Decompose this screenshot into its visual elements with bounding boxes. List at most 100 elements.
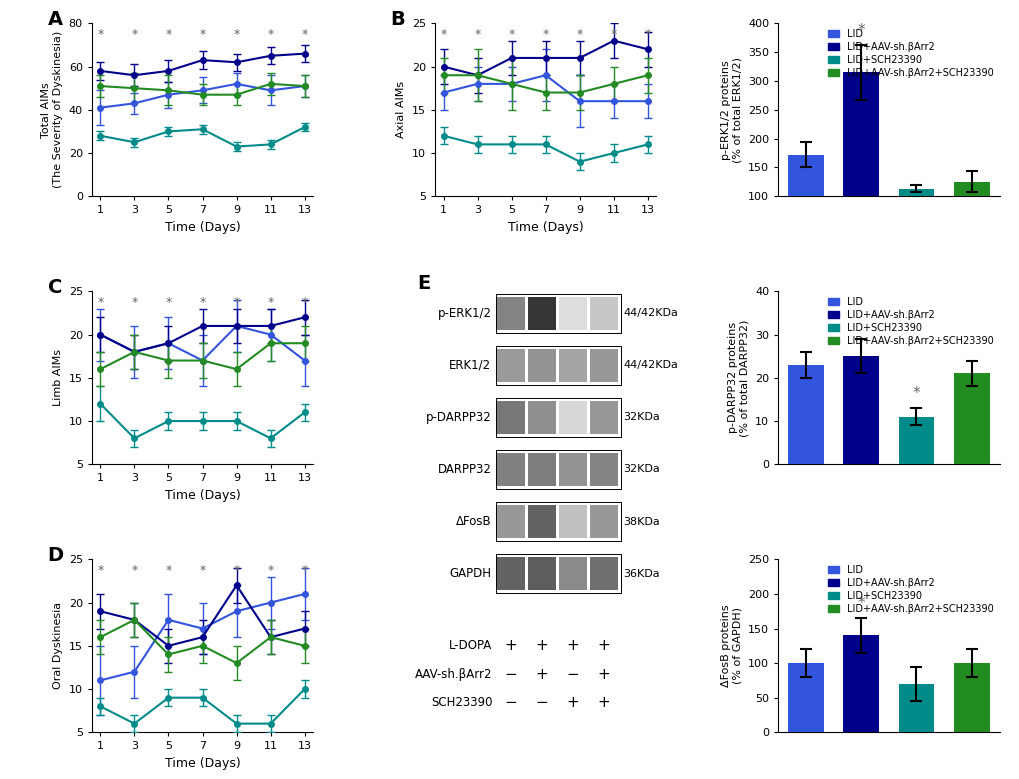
Bar	[496, 453, 524, 486]
Text: D: D	[48, 545, 63, 565]
Text: −: −	[535, 695, 547, 710]
Bar	[495, 502, 621, 541]
Bar	[589, 505, 618, 538]
Bar	[558, 453, 586, 486]
Text: *: *	[131, 564, 138, 576]
Text: ΔFosB: ΔFosB	[455, 515, 491, 528]
Bar	[495, 294, 621, 333]
Bar	[589, 557, 618, 590]
Text: 44/42KDa: 44/42KDa	[623, 308, 678, 319]
Text: *: *	[165, 28, 171, 41]
Legend: LID, LID+AAV-sh.βArr2, LID+SCH23390, LID+AAV-sh.βArr2+SCH23390: LID, LID+AAV-sh.βArr2, LID+SCH23390, LID…	[825, 296, 994, 347]
Text: 36KDa: 36KDa	[623, 569, 659, 579]
Y-axis label: Axial AIMs: Axial AIMs	[396, 81, 406, 139]
Text: +: +	[597, 638, 609, 653]
Text: +: +	[535, 667, 547, 682]
Text: *: *	[857, 23, 864, 37]
Bar	[589, 349, 618, 382]
Text: *: *	[302, 296, 308, 308]
Text: *: *	[440, 28, 446, 41]
Text: *: *	[165, 296, 171, 308]
Text: *: *	[644, 28, 650, 41]
Bar	[843, 636, 878, 732]
Bar	[528, 505, 555, 538]
Text: −: −	[504, 667, 517, 682]
Text: +: +	[504, 638, 517, 653]
Bar	[953, 663, 988, 732]
X-axis label: Time (Days): Time (Days)	[507, 221, 583, 234]
Bar	[843, 72, 878, 254]
Y-axis label: Oral Dyskinesia: Oral Dyskinesia	[53, 602, 63, 689]
Bar	[558, 505, 586, 538]
Text: +: +	[597, 695, 609, 710]
Bar	[528, 297, 555, 330]
Text: *: *	[165, 564, 171, 576]
Bar	[589, 401, 618, 434]
Text: GAPDH: GAPDH	[449, 567, 491, 580]
Text: *: *	[267, 296, 273, 308]
Text: *: *	[97, 296, 103, 308]
Text: *: *	[233, 28, 239, 41]
Y-axis label: p-ERK1/2 proteins
(% of total ERK1/2): p-ERK1/2 proteins (% of total ERK1/2)	[720, 57, 742, 163]
Text: *: *	[233, 296, 239, 308]
Text: +: +	[566, 638, 579, 653]
Text: *: *	[199, 296, 206, 308]
Bar	[589, 297, 618, 330]
Text: +: +	[535, 638, 547, 653]
Bar	[898, 417, 933, 464]
Bar	[528, 349, 555, 382]
Text: *: *	[199, 28, 206, 41]
Bar	[495, 555, 621, 593]
Text: *: *	[267, 564, 273, 576]
Bar	[528, 453, 555, 486]
Y-axis label: p-DARPP32 proteins
(% of total DARPP32): p-DARPP32 proteins (% of total DARPP32)	[728, 319, 749, 436]
Text: *: *	[302, 564, 308, 576]
Text: *: *	[542, 28, 548, 41]
Text: C: C	[48, 277, 62, 297]
Bar	[496, 349, 524, 382]
Text: 32KDa: 32KDa	[623, 464, 659, 474]
Bar	[953, 373, 988, 464]
Text: *: *	[302, 28, 308, 41]
Bar	[589, 453, 618, 486]
Legend: LID, LID+AAV-sh.βArr2, LID+SCH23390, LID+AAV-sh.βArr2+SCH23390: LID, LID+AAV-sh.βArr2, LID+SCH23390, LID…	[825, 564, 994, 615]
Legend: LID, LID+AAV-sh.βArr2, LID+SCH23390, LID+AAV-sh.βArr2+SCH23390: LID, LID+AAV-sh.βArr2, LID+SCH23390, LID…	[825, 28, 994, 79]
Text: *: *	[267, 28, 273, 41]
Text: *: *	[131, 28, 138, 41]
Bar	[496, 297, 524, 330]
Bar	[495, 450, 621, 488]
Text: *: *	[508, 28, 515, 41]
Bar	[788, 663, 823, 732]
Text: *: *	[576, 28, 582, 41]
Text: *: *	[131, 296, 138, 308]
Text: +: +	[566, 695, 579, 710]
Text: L-DOPA: L-DOPA	[449, 639, 492, 652]
Bar	[898, 684, 933, 732]
Text: *: *	[97, 564, 103, 576]
Text: *: *	[97, 28, 103, 41]
Bar	[528, 401, 555, 434]
Y-axis label: Limb AIMs: Limb AIMs	[53, 349, 63, 407]
Text: *: *	[610, 28, 616, 41]
Text: *: *	[199, 564, 206, 576]
Text: B: B	[390, 9, 406, 29]
Text: −: −	[566, 667, 579, 682]
Bar	[495, 346, 621, 385]
Text: *: *	[912, 386, 919, 401]
Bar	[953, 182, 988, 254]
Text: SCH23390: SCH23390	[431, 696, 492, 709]
X-axis label: Time (Days): Time (Days)	[164, 489, 240, 502]
Bar	[558, 297, 586, 330]
Text: p-DARPP32: p-DARPP32	[425, 411, 491, 424]
Y-axis label: Total AIMs
(The Severity of Dyskinesia): Total AIMs (The Severity of Dyskinesia)	[42, 31, 63, 189]
X-axis label: Time (Days): Time (Days)	[164, 757, 240, 770]
Text: 32KDa: 32KDa	[623, 412, 659, 422]
Bar	[495, 398, 621, 437]
Bar	[528, 557, 555, 590]
Bar	[496, 505, 524, 538]
Text: p-ERK1/2: p-ERK1/2	[437, 307, 491, 320]
Bar	[496, 557, 524, 590]
Text: −: −	[504, 695, 517, 710]
Text: *: *	[474, 28, 480, 41]
Text: DARPP32: DARPP32	[437, 463, 491, 476]
